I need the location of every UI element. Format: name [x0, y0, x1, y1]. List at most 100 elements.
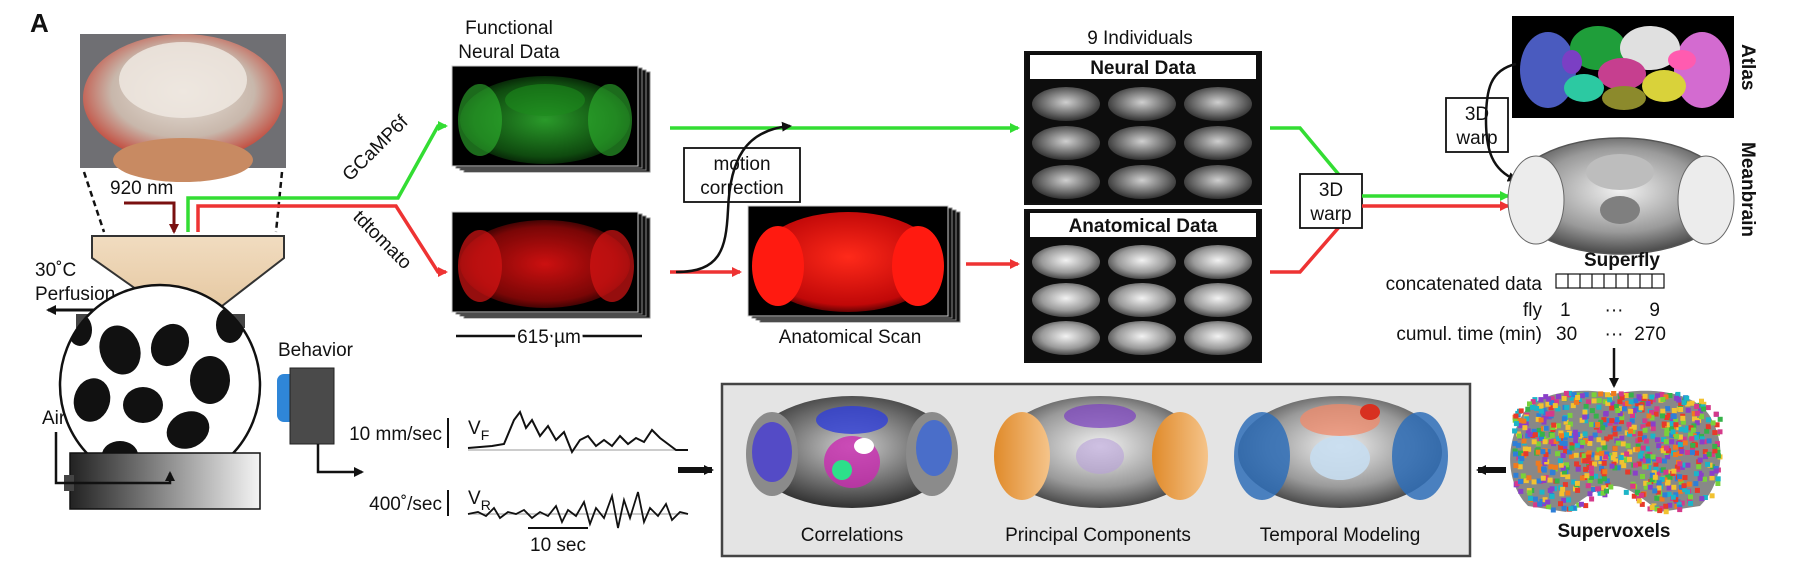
- supervoxel-cell: [1640, 424, 1646, 430]
- supervoxel-cell: [1600, 490, 1606, 496]
- supervoxel-cell: [1552, 403, 1558, 409]
- supervoxel-cell: [1605, 482, 1611, 488]
- supervoxel-cell: [1597, 428, 1602, 434]
- supervoxel-cell: [1714, 441, 1720, 447]
- supervoxel-cell: [1591, 486, 1596, 492]
- treadmill-ball: [58, 283, 262, 487]
- supervoxel-cell: [1692, 416, 1697, 422]
- supervoxel-cell: [1516, 417, 1522, 423]
- pca-brain: [994, 396, 1208, 508]
- supervoxel-cell: [1527, 490, 1533, 496]
- supervoxel-cell: [1705, 461, 1711, 467]
- supervoxel-cell: [1653, 411, 1659, 417]
- meanbrain-label: Meanbrain: [1737, 142, 1758, 237]
- supervoxel-cell: [1639, 448, 1645, 454]
- supervoxel-cell: [1518, 408, 1524, 414]
- supervoxel-cell: [1561, 416, 1567, 422]
- green-channel-arrow: [186, 121, 448, 232]
- supervoxel-cell: [1559, 491, 1565, 497]
- functional-red-stack: [451, 211, 651, 319]
- supervoxel-cell: [1696, 464, 1702, 470]
- supervoxel-cell: [1579, 417, 1585, 423]
- supervoxel-cell: [1595, 486, 1601, 492]
- supervoxel-cell: [1533, 502, 1539, 508]
- supervoxel-cell: [1671, 408, 1677, 413]
- supervoxel-cell: [1635, 402, 1641, 408]
- neural-to-warp-arrow: [1270, 126, 1360, 178]
- supervoxel-cell: [1650, 433, 1656, 439]
- panel-label: A: [30, 8, 49, 38]
- supervoxel-cell: [1670, 418, 1676, 424]
- supervoxel-cell: [1530, 399, 1536, 405]
- supervoxel-cell: [1588, 470, 1594, 476]
- supervoxel-cell: [1535, 441, 1541, 447]
- supervoxel-cell: [1574, 399, 1579, 405]
- supervoxel-cell: [1715, 476, 1721, 482]
- supervoxel-cell: [1527, 432, 1533, 437]
- supervoxel-cell: [1688, 494, 1693, 500]
- supervoxel-cell: [1558, 444, 1564, 450]
- supervoxel-cell: [1640, 474, 1645, 479]
- supervoxel-cell: [1541, 415, 1547, 421]
- supervoxel-cell: [1645, 458, 1651, 464]
- supervoxel-cell: [1645, 401, 1651, 406]
- supervoxel-cell: [1689, 400, 1695, 406]
- supervoxel-cell: [1641, 435, 1647, 441]
- supervoxels-image: [1510, 390, 1723, 515]
- supervoxel-cell: [1703, 454, 1708, 460]
- fly-label: fly: [1523, 300, 1543, 321]
- supervoxel-cell: [1522, 425, 1528, 431]
- supervoxel-cell: [1679, 448, 1685, 454]
- supervoxel-cell: [1699, 398, 1704, 404]
- supervoxel-cell: [1712, 448, 1718, 454]
- supervoxel-cell: [1549, 396, 1555, 402]
- supervoxel-cell: [1666, 485, 1672, 491]
- supervoxel-cell: [1612, 431, 1618, 437]
- supervoxel-cell: [1547, 477, 1553, 483]
- supervoxel-cell: [1583, 503, 1589, 509]
- supervoxel-cell: [1677, 488, 1683, 494]
- supervoxel-cell: [1571, 505, 1577, 511]
- supervoxel-cell: [1638, 405, 1644, 411]
- warp-line1: 3D: [1319, 180, 1343, 201]
- ball-holder-base: [69, 452, 261, 510]
- supervoxel-cell: [1618, 406, 1624, 412]
- supervoxel-cell: [1601, 417, 1607, 423]
- supervoxel-cell: [1598, 391, 1604, 397]
- supervoxel-cell: [1586, 399, 1591, 405]
- individuals-title: 9 Individuals: [1087, 28, 1193, 49]
- supervoxel-cell: [1660, 413, 1665, 419]
- supervoxel-cell: [1518, 458, 1524, 464]
- supervoxel-cell: [1631, 408, 1637, 414]
- functional-green-stack: [451, 65, 651, 173]
- supervoxel-cell: [1697, 475, 1703, 481]
- supervoxel-cell: [1680, 419, 1686, 425]
- vf-trace: [467, 409, 688, 455]
- tdtomato-label: tdtomato: [348, 207, 415, 274]
- supervoxel-cell: [1569, 442, 1575, 448]
- supervoxel-cell: [1662, 492, 1668, 498]
- supervoxel-cell: [1518, 479, 1523, 484]
- supervoxel-cell: [1548, 464, 1554, 470]
- supervoxel-cell: [1546, 396, 1552, 402]
- supervoxel-cell: [1540, 449, 1546, 455]
- neural-data-label: Neural Data: [1090, 58, 1196, 79]
- supervoxel-cell: [1535, 460, 1541, 466]
- supervoxel-cell: [1653, 462, 1659, 468]
- supervoxel-cell: [1614, 417, 1620, 423]
- supervoxel-cell: [1659, 392, 1665, 397]
- supervoxel-cell: [1612, 465, 1618, 471]
- camera-to-trace-arrow: [316, 444, 364, 477]
- supervoxel-cell: [1513, 463, 1519, 469]
- supervoxel-cell: [1536, 427, 1542, 433]
- supervoxel-cell: [1635, 446, 1641, 452]
- supervoxel-cell: [1665, 454, 1671, 460]
- supervoxel-cell: [1591, 398, 1597, 404]
- supervoxel-cell: [1638, 396, 1644, 402]
- supervoxel-cell: [1642, 457, 1648, 463]
- supervoxel-cell: [1640, 445, 1646, 451]
- supervoxel-cell: [1705, 424, 1711, 430]
- supervoxel-cell: [1677, 461, 1683, 467]
- supervoxel-cell: [1699, 496, 1705, 502]
- supervoxel-cell: [1562, 482, 1568, 488]
